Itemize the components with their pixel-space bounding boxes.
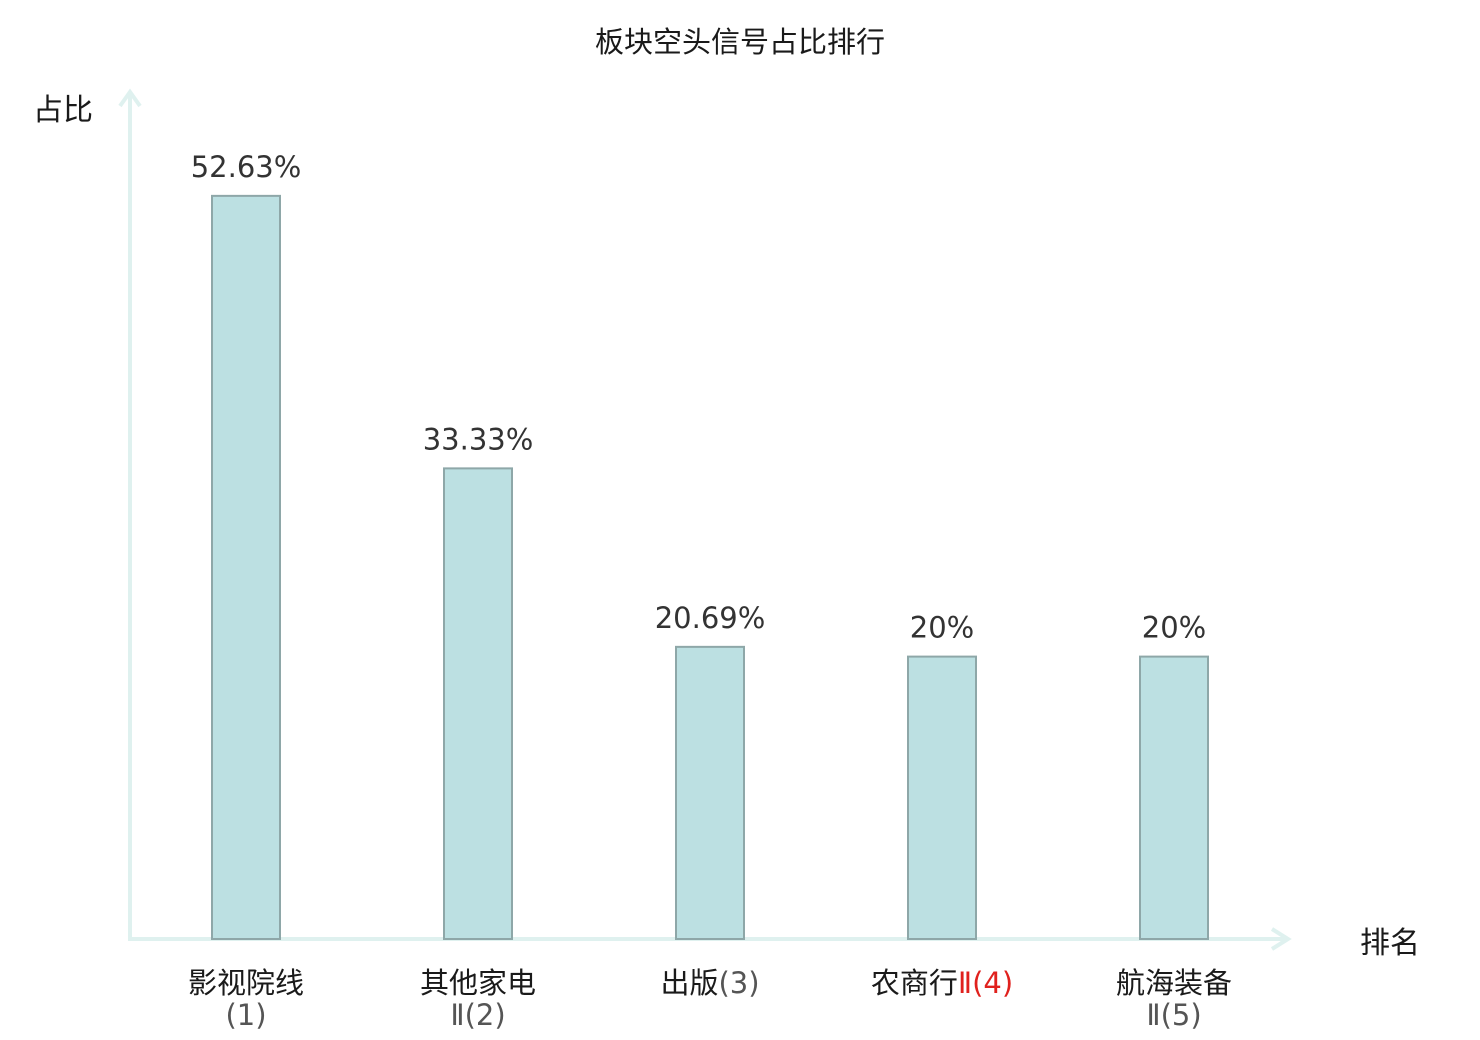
category-rank-2: Ⅱ(2) [450, 998, 505, 1032]
category-label-3: 出版(3) [660, 966, 759, 1000]
value-label-4: 20% [910, 611, 974, 645]
bar-1 [211, 194, 281, 941]
category-name-3: 出版 [660, 966, 718, 1000]
bar-3 [675, 645, 745, 940]
value-label-3: 20.69% [655, 601, 766, 635]
chart-title: 板块空头信号占比排行 [595, 25, 885, 59]
value-labels-group: 52.63% 33.33% 20.69% 20% 20% [191, 150, 1207, 645]
category-rank-3: (3) [718, 966, 759, 1000]
category-rank-1: (1) [225, 998, 266, 1032]
bar-4 [907, 655, 977, 940]
value-label-2: 33.33% [423, 422, 534, 456]
category-label-5: 航海装备 [1116, 966, 1232, 1000]
bars-group [211, 194, 1209, 941]
category-label-4: 农商行Ⅱ(4) [871, 966, 1013, 1000]
x-axis-label: 排名 [1360, 926, 1420, 961]
category-label-1: 影视院线 [188, 966, 304, 1000]
category-name-4: 农商行 [871, 966, 958, 1000]
category-rank-4: Ⅱ(4) [958, 966, 1013, 1000]
value-label-1: 52.63% [191, 150, 302, 184]
y-axis-label: 占比 [33, 93, 93, 128]
bar-5 [1139, 655, 1209, 940]
y-axis [118, 88, 142, 939]
category-label-2: 其他家电 [420, 966, 536, 1000]
category-rank-5: Ⅱ(5) [1146, 998, 1201, 1032]
value-label-5: 20% [1142, 611, 1206, 645]
bar-2 [443, 467, 513, 940]
